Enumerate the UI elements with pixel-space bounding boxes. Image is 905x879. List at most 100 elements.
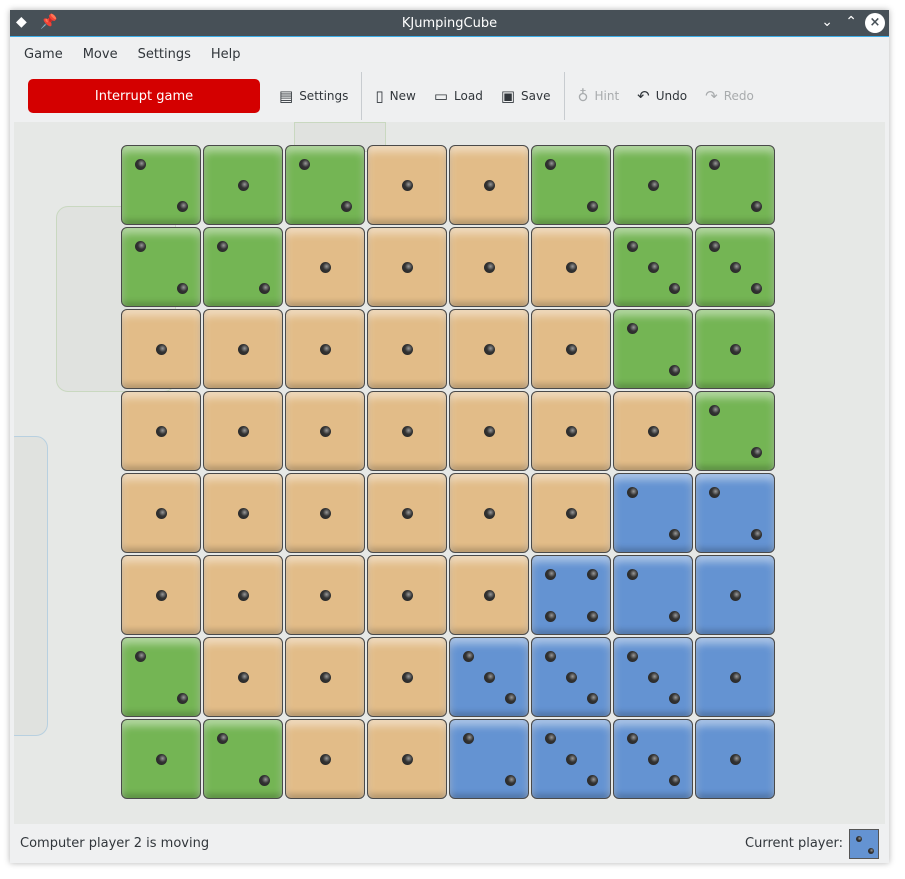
pip <box>587 693 598 704</box>
pip <box>402 344 413 355</box>
current-player-indicator: Current player: <box>745 828 879 859</box>
cube-cell[interactable] <box>531 309 611 389</box>
menu-move[interactable]: Move <box>82 46 118 62</box>
cube-cell[interactable] <box>695 145 775 225</box>
cube-cell[interactable] <box>203 473 283 553</box>
pip <box>505 693 516 704</box>
cube-cell[interactable] <box>613 227 693 307</box>
pip <box>709 159 720 170</box>
save-button[interactable]: ▣ Save <box>492 87 560 105</box>
load-button[interactable]: ▭ Load <box>425 87 492 105</box>
app-window: ◆ 📌 KJumpingCube ⌄ ⌃ × Game Move Setting… <box>10 10 889 863</box>
cube-cell[interactable] <box>285 145 365 225</box>
cube-cell[interactable] <box>613 391 693 471</box>
cube-cell[interactable] <box>367 719 447 799</box>
cube-cell[interactable] <box>449 227 529 307</box>
menu-settings[interactable]: Settings <box>137 46 191 62</box>
cube-cell[interactable] <box>121 637 201 717</box>
cube-cell[interactable] <box>613 555 693 635</box>
pin-icon[interactable]: 📌 <box>40 14 58 30</box>
cube-cell[interactable] <box>449 145 529 225</box>
cube-cell[interactable] <box>531 473 611 553</box>
hint-button[interactable]: ♁ Hint <box>569 87 629 105</box>
pip <box>669 365 680 376</box>
load-label: Load <box>454 89 483 103</box>
cube-cell[interactable] <box>285 391 365 471</box>
pip <box>484 344 495 355</box>
cube-cell[interactable] <box>367 555 447 635</box>
undo-button[interactable]: ↶ Undo <box>628 87 696 105</box>
cube-cell[interactable] <box>367 227 447 307</box>
maximize-button[interactable]: ⌃ <box>845 14 857 30</box>
cube-cell[interactable] <box>203 637 283 717</box>
cube-cell[interactable] <box>203 145 283 225</box>
cube-cell[interactable] <box>203 719 283 799</box>
cube-cell[interactable] <box>285 637 365 717</box>
cube-cell[interactable] <box>449 555 529 635</box>
cube-cell[interactable] <box>121 719 201 799</box>
cube-cell[interactable] <box>695 637 775 717</box>
game-board-area <box>14 122 885 824</box>
cube-cell[interactable] <box>285 555 365 635</box>
settings-label: Settings <box>299 89 349 103</box>
pip <box>730 590 741 601</box>
redo-button[interactable]: ↷ Redo <box>696 87 763 105</box>
pip <box>217 241 228 252</box>
cube-cell[interactable] <box>531 719 611 799</box>
pip <box>463 733 474 744</box>
cube-cell[interactable] <box>695 473 775 553</box>
menu-help[interactable]: Help <box>210 46 241 62</box>
pip <box>402 262 413 273</box>
interrupt-game-button[interactable]: Interrupt game <box>28 79 260 113</box>
cube-cell[interactable] <box>695 555 775 635</box>
cube-cell[interactable] <box>203 227 283 307</box>
cube-cell[interactable] <box>613 309 693 389</box>
cube-cell[interactable] <box>285 227 365 307</box>
cube-cell[interactable] <box>367 391 447 471</box>
cube-cell[interactable] <box>531 637 611 717</box>
cube-cell[interactable] <box>121 227 201 307</box>
cube-cell[interactable] <box>531 391 611 471</box>
pip <box>545 733 556 744</box>
cube-cell[interactable] <box>367 309 447 389</box>
close-button[interactable]: × <box>865 13 885 33</box>
cube-cell[interactable] <box>121 555 201 635</box>
cube-cell[interactable] <box>695 227 775 307</box>
cube-cell[interactable] <box>367 145 447 225</box>
cube-cell[interactable] <box>449 719 529 799</box>
cube-cell[interactable] <box>121 391 201 471</box>
cube-cell[interactable] <box>449 637 529 717</box>
cube-cell[interactable] <box>449 391 529 471</box>
minimize-button[interactable]: ⌄ <box>821 14 833 30</box>
cube-cell[interactable] <box>285 719 365 799</box>
cube-cell[interactable] <box>203 555 283 635</box>
cube-cell[interactable] <box>695 719 775 799</box>
cube-cell[interactable] <box>531 555 611 635</box>
pip <box>545 651 556 662</box>
cube-cell[interactable] <box>449 473 529 553</box>
pip <box>484 426 495 437</box>
cube-cell[interactable] <box>613 637 693 717</box>
cube-cell[interactable] <box>203 309 283 389</box>
settings-button[interactable]: ▤ Settings <box>270 87 357 105</box>
cube-cell[interactable] <box>613 145 693 225</box>
cube-cell[interactable] <box>367 637 447 717</box>
new-button[interactable]: ▯ New <box>366 87 424 105</box>
cube-cell[interactable] <box>285 309 365 389</box>
cube-cell[interactable] <box>285 473 365 553</box>
cube-cell[interactable] <box>695 391 775 471</box>
cube-cell[interactable] <box>531 227 611 307</box>
cube-cell[interactable] <box>449 309 529 389</box>
cube-cell[interactable] <box>613 719 693 799</box>
cube-cell[interactable] <box>695 309 775 389</box>
cube-cell[interactable] <box>121 473 201 553</box>
cube-cell[interactable] <box>531 145 611 225</box>
cube-cell[interactable] <box>121 309 201 389</box>
cube-cell[interactable] <box>121 145 201 225</box>
pip <box>730 344 741 355</box>
cube-cell[interactable] <box>203 391 283 471</box>
menu-game[interactable]: Game <box>24 46 63 62</box>
toolbar: Interrupt game ▤ Settings ▯ New ▭ Load ▣ Sav… <box>10 71 889 121</box>
cube-cell[interactable] <box>367 473 447 553</box>
cube-cell[interactable] <box>613 473 693 553</box>
